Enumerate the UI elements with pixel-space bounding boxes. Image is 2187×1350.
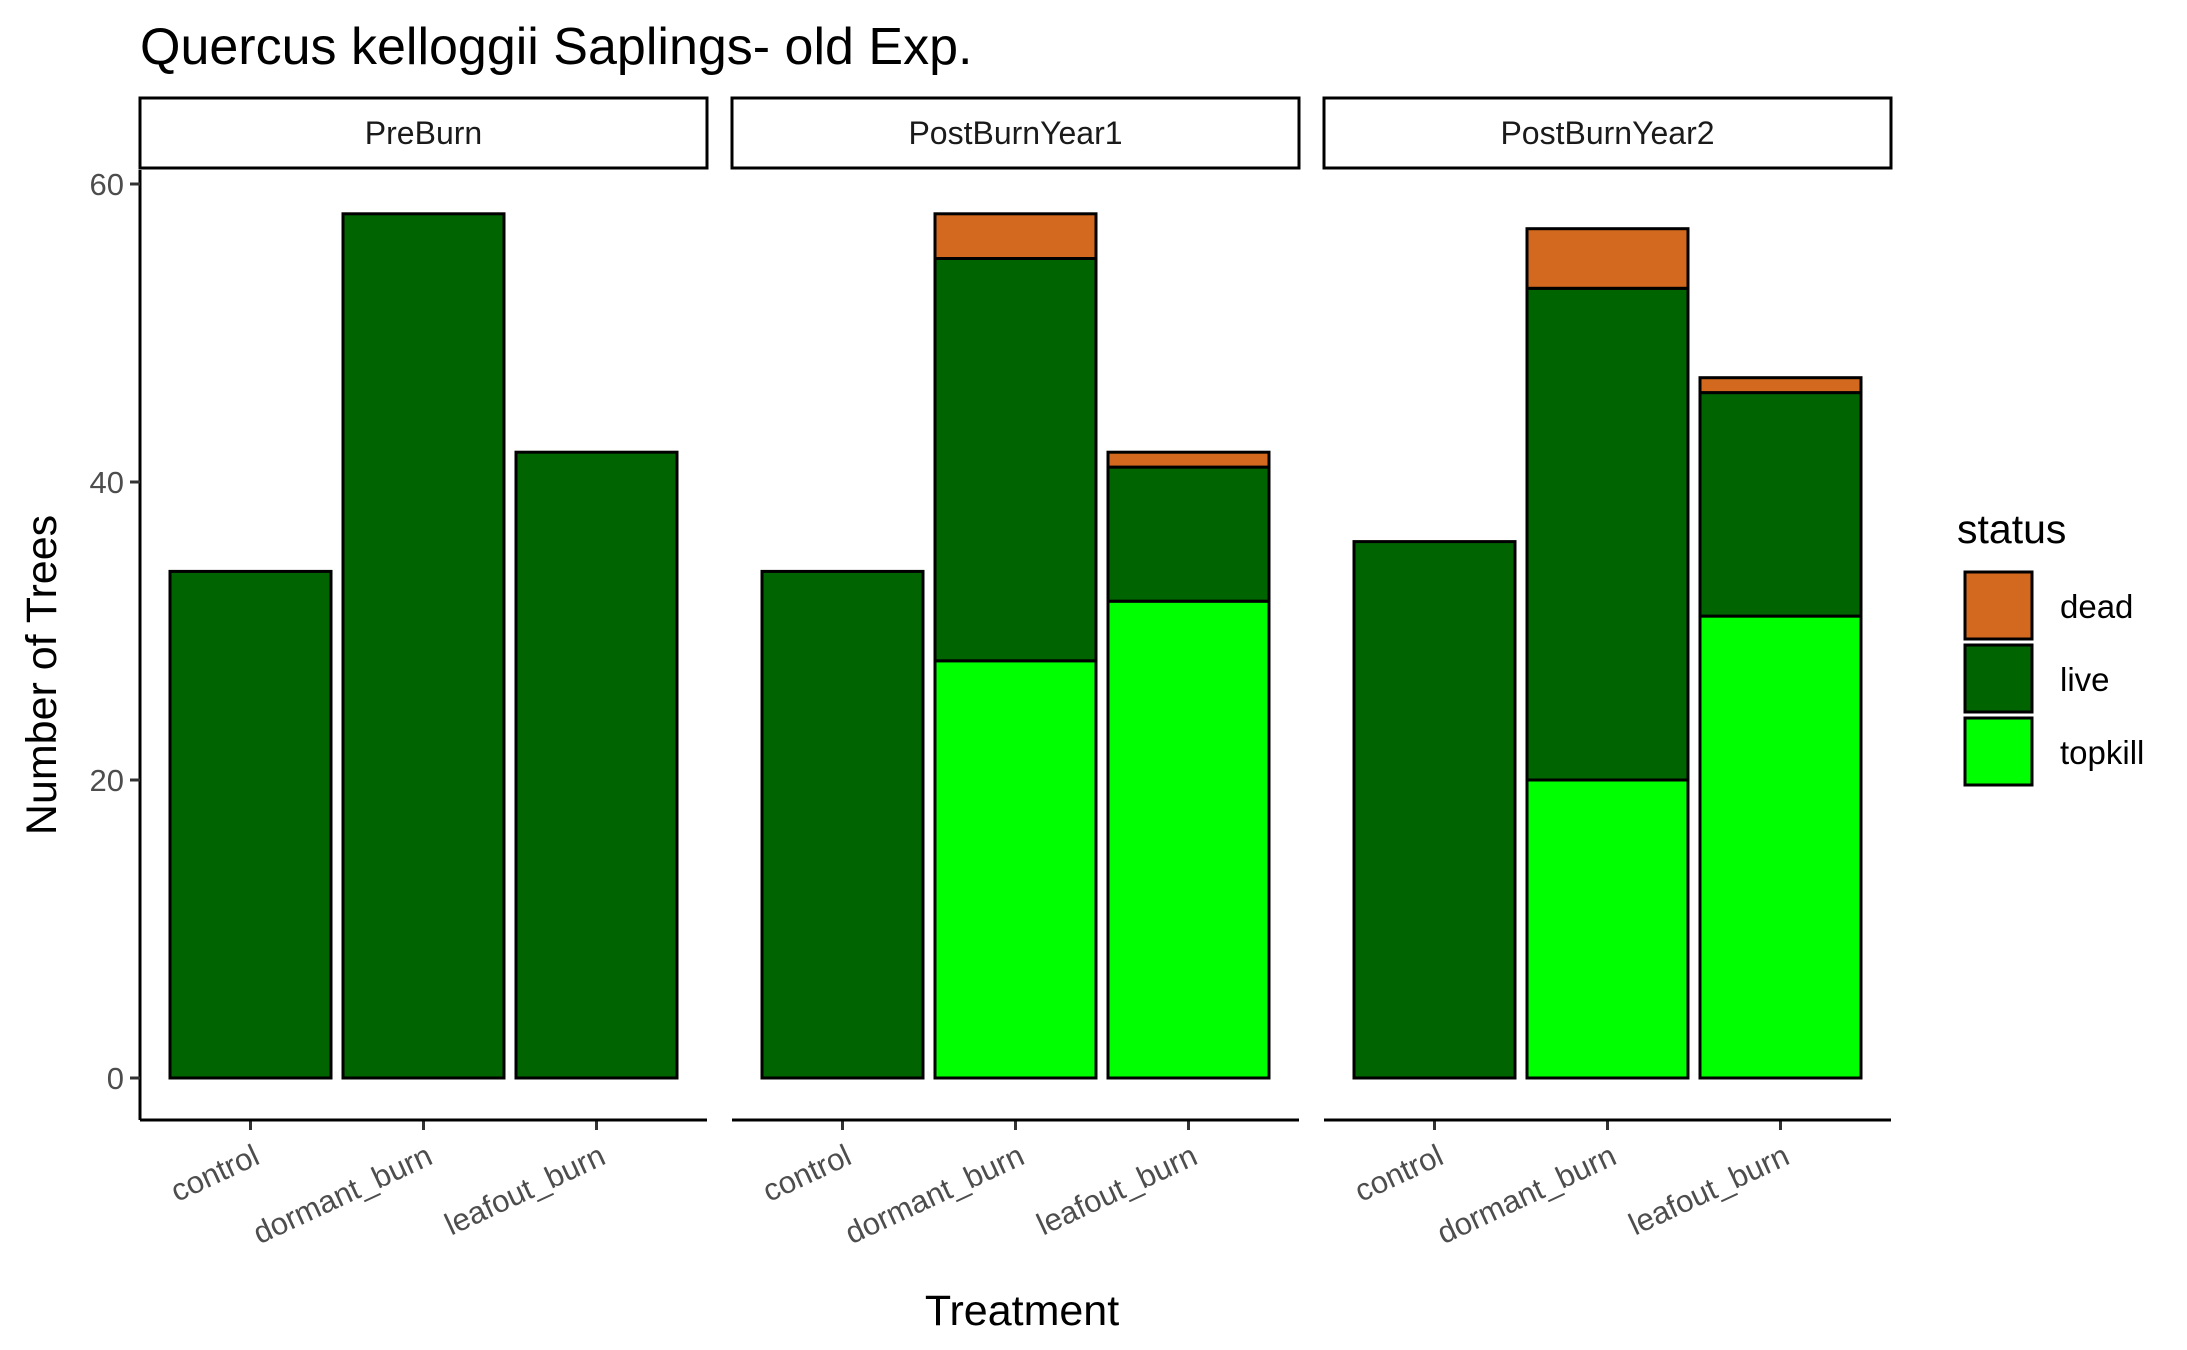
bar-segment-topkill (1525, 778, 1690, 1080)
x-tick-label: leafout_burn (1031, 1138, 1202, 1243)
legend-items: dead live topkill (1963, 570, 2144, 787)
facet-strip-label: PostBurnYear2 (1500, 115, 1714, 151)
y-axis-title: Number of Trees (18, 515, 66, 835)
bar-segment-live (933, 257, 1098, 663)
y-axis: 0 20 40 60 (90, 167, 142, 1120)
bar-segment-live (341, 212, 506, 1080)
facet-strip (730, 96, 1301, 170)
x-tick-label: dormant_burn (248, 1138, 438, 1251)
legend-key-topkill (1963, 716, 2034, 787)
bar-segment-live (760, 569, 925, 1080)
bar-segment-dead (1106, 450, 1271, 469)
facet-strip-label: PreBurn (365, 115, 482, 151)
x-tick-label: control (1349, 1138, 1448, 1209)
bar-segment-live (514, 450, 679, 1080)
bar-segment-live (1352, 540, 1517, 1080)
chart-title: Quercus kelloggii Saplings- old Exp. (140, 18, 972, 76)
legend-label-topkill: topkill (2060, 734, 2144, 771)
bar-segment-topkill (933, 659, 1098, 1080)
y-tick-label: 0 (107, 1061, 124, 1096)
bar-segment-topkill (1698, 614, 1863, 1080)
facet-strip-label: PostBurnYear1 (908, 115, 1122, 151)
x-tick-label: dormant_burn (840, 1138, 1030, 1251)
facet-strip (1322, 96, 1893, 170)
bar-segment-live (1698, 391, 1863, 618)
x-tick-label: leafout_burn (1623, 1138, 1794, 1243)
legend-key-live (1963, 643, 2034, 714)
legend: status dead live topkill (1957, 506, 2144, 787)
bar-segment-dead (933, 212, 1098, 261)
legend-key-dead (1963, 570, 2034, 641)
bar-segment-live (1106, 465, 1271, 603)
y-tick-label: 60 (90, 167, 124, 202)
x-tick-label: leafout_burn (439, 1138, 610, 1243)
x-axis-title: Treatment (925, 1287, 1119, 1335)
legend-label-dead: dead (2060, 588, 2133, 625)
bar-segment-dead (1698, 376, 1863, 395)
facet-strip (138, 96, 709, 170)
bar-segment-live (168, 569, 333, 1080)
x-tick-label: control (165, 1138, 264, 1209)
bar-segment-topkill (1106, 599, 1271, 1080)
x-tick-label: dormant_burn (1432, 1138, 1622, 1251)
x-tick-label: control (757, 1138, 856, 1209)
legend-title: status (1957, 506, 2066, 552)
y-tick-label: 40 (90, 465, 124, 500)
bar-segment-live (1525, 286, 1690, 782)
y-tick-label: 20 (90, 763, 124, 798)
legend-label-live: live (2060, 661, 2110, 698)
bar-segment-dead (1525, 227, 1690, 290)
